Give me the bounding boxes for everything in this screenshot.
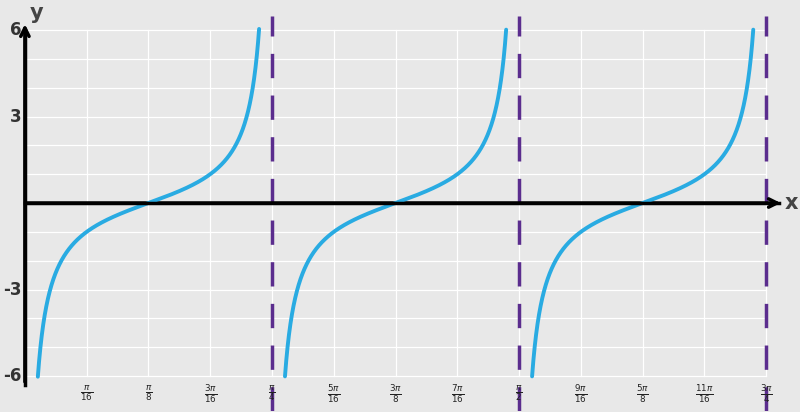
Text: $\frac{9\pi}{16}$: $\frac{9\pi}{16}$ <box>574 383 587 405</box>
Text: -6: -6 <box>3 367 22 385</box>
Text: $\frac{7\pi}{16}$: $\frac{7\pi}{16}$ <box>450 383 464 405</box>
Text: -3: -3 <box>3 281 22 299</box>
Text: y: y <box>30 3 43 23</box>
Text: $\frac{5\pi}{8}$: $\frac{5\pi}{8}$ <box>636 383 649 405</box>
Text: $\frac{3\pi}{4}$: $\frac{3\pi}{4}$ <box>760 383 773 405</box>
Text: $\frac{3\pi}{8}$: $\frac{3\pi}{8}$ <box>389 383 402 405</box>
Text: 6: 6 <box>10 21 22 39</box>
Text: 3: 3 <box>10 108 22 126</box>
Text: $\frac{3\pi}{16}$: $\frac{3\pi}{16}$ <box>204 383 217 405</box>
Text: $\frac{\pi}{16}$: $\frac{\pi}{16}$ <box>80 383 94 403</box>
Text: $\frac{5\pi}{16}$: $\frac{5\pi}{16}$ <box>327 383 340 405</box>
Text: $\frac{\pi}{8}$: $\frac{\pi}{8}$ <box>145 383 152 403</box>
Text: x: x <box>785 193 798 213</box>
Text: $\frac{\pi}{4}$: $\frac{\pi}{4}$ <box>268 383 276 403</box>
Text: $\frac{\pi}{2}$: $\frac{\pi}{2}$ <box>515 383 523 403</box>
Text: $\frac{11\pi}{16}$: $\frac{11\pi}{16}$ <box>695 383 714 405</box>
